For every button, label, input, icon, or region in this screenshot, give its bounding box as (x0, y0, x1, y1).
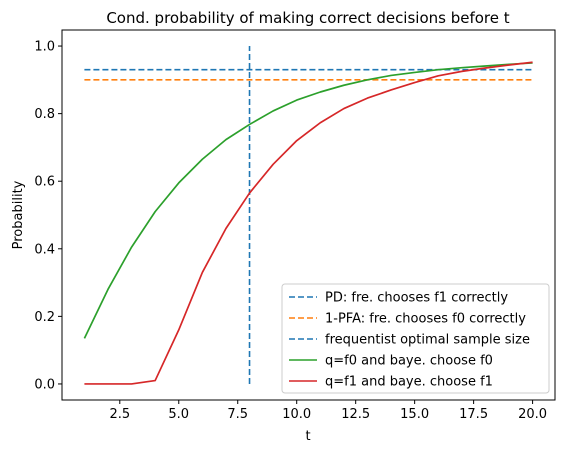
chart-title: Cond. probability of making correct deci… (106, 9, 509, 27)
x-tick-label: 10.0 (282, 407, 311, 422)
plot-frame (61, 29, 556, 401)
legend-label: PD: fre. chooses f1 correctly (325, 291, 508, 306)
x-tick-label: 7.5 (227, 407, 248, 422)
legend-label: frequentist optimal sample size (325, 333, 530, 348)
legend: PD: fre. chooses f1 correctly 1-PFA: fre.… (281, 283, 550, 394)
x-axis-label: t (305, 429, 310, 444)
x-tick-label: 17.5 (459, 407, 488, 422)
legend-label: q=f0 and baye. choose f0 (325, 354, 493, 369)
y-tick-label: 0.2 (34, 310, 55, 325)
y-tick-label: 0.8 (34, 107, 55, 122)
y-tick-label: 0.0 (34, 377, 55, 392)
x-tick-label: 2.5 (109, 407, 130, 422)
series-line-1 (84, 61, 533, 385)
series-line-0 (83, 62, 533, 339)
x-tick-label: 15.0 (400, 407, 429, 422)
y-axis-label: Probability (11, 180, 26, 249)
x-axis: 2.5 5.0 7.5 10.0 12.5 15.0 17.5 20.0 (109, 400, 547, 422)
y-tick-label: 0.6 (34, 175, 55, 190)
legend-label: q=f1 and baye. choose f1 (325, 375, 493, 390)
x-tick-label: 20.0 (518, 407, 547, 422)
legend-box (281, 283, 550, 394)
y-axis: 0.0 0.2 0.4 0.6 0.8 1.0 (34, 40, 62, 392)
plot-lines (83, 46, 533, 385)
x-tick-label: 12.5 (341, 407, 370, 422)
x-tick-label: 5.0 (168, 407, 189, 422)
y-tick-label: 1.0 (34, 40, 55, 55)
y-tick-label: 0.4 (34, 242, 55, 257)
legend-label: 1-PFA: fre. chooses f0 correctly (325, 312, 526, 327)
